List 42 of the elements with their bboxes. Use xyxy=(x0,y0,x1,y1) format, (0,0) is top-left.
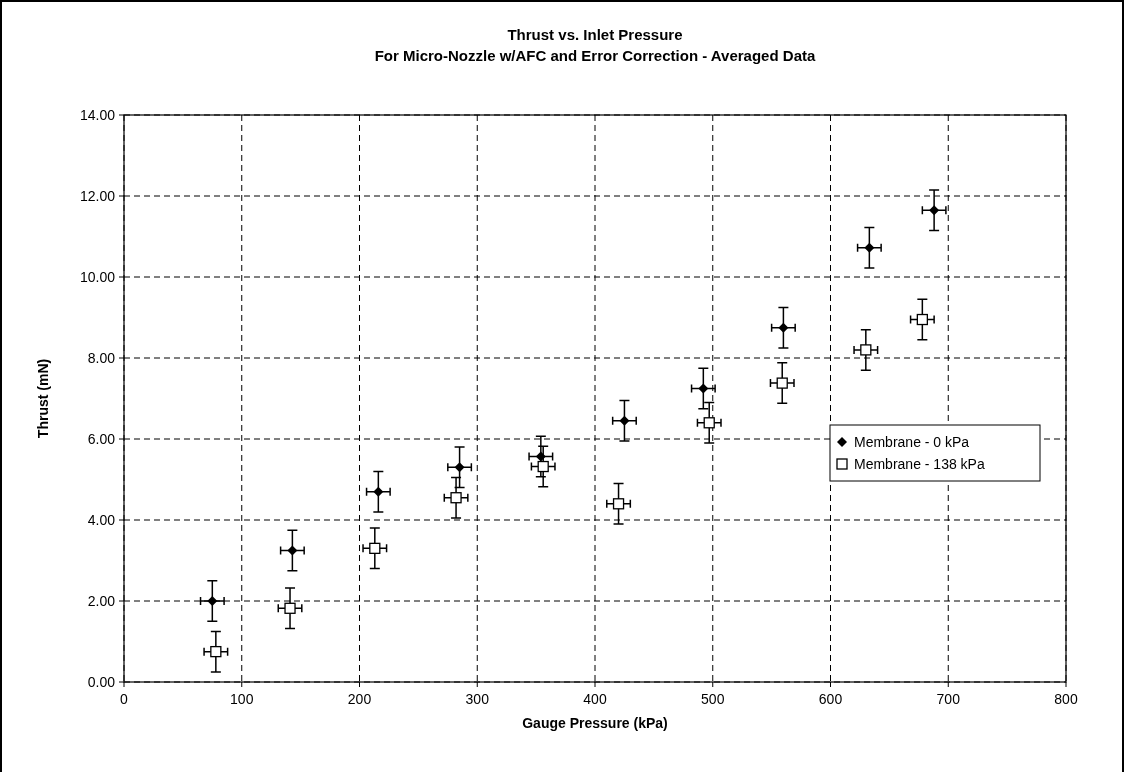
point xyxy=(210,645,222,658)
y-axis-title: Thrust (mN) xyxy=(35,358,51,439)
y-tick-label: 0.00 xyxy=(87,674,116,690)
x-tick-label: 100 xyxy=(230,691,254,707)
point xyxy=(776,377,788,389)
point xyxy=(207,596,218,606)
point xyxy=(703,417,715,429)
point xyxy=(537,460,549,473)
point xyxy=(284,602,296,614)
y-tick-label: 10.00 xyxy=(79,269,116,285)
x-axis-title: Gauge Pressure (kPa) xyxy=(522,715,668,731)
x-tick-label: 0 xyxy=(120,691,129,707)
x-tick-label: 600 xyxy=(818,691,843,707)
x-tick-label: 700 xyxy=(936,691,961,707)
y-tick-label: 12.00 xyxy=(79,188,116,204)
point xyxy=(454,462,465,473)
point xyxy=(864,242,875,253)
point xyxy=(373,486,384,497)
chart-subtitle: For Micro-Nozzle w/AFC and Error Correction - Averaged Data xyxy=(374,47,816,64)
x-tick-label: 300 xyxy=(465,691,490,707)
y-tick-label: 8.00 xyxy=(87,350,116,366)
y-tick-label: 14.00 xyxy=(79,107,116,123)
point xyxy=(929,205,940,216)
x-tick-label: 400 xyxy=(583,691,607,707)
x-tick-label: 200 xyxy=(347,691,372,707)
legend-label: Membrane - 138 kPa xyxy=(854,456,985,472)
y-tick-label: 2.00 xyxy=(87,593,116,609)
point xyxy=(369,542,381,554)
x-tick-label: 500 xyxy=(701,691,725,707)
y-tick-label: 6.00 xyxy=(87,431,116,447)
chart-title: Thrust vs. Inlet Pressure xyxy=(507,26,683,43)
point xyxy=(778,322,789,333)
point xyxy=(860,344,872,356)
point xyxy=(916,313,928,326)
point xyxy=(698,383,709,394)
point xyxy=(450,492,462,504)
x-tick-label: 800 xyxy=(1054,691,1078,707)
legend-label: Membrane - 0 kPa xyxy=(854,434,970,450)
point xyxy=(287,545,298,556)
point xyxy=(612,498,625,510)
y-tick-label: 4.00 xyxy=(87,512,116,528)
point xyxy=(619,415,630,426)
